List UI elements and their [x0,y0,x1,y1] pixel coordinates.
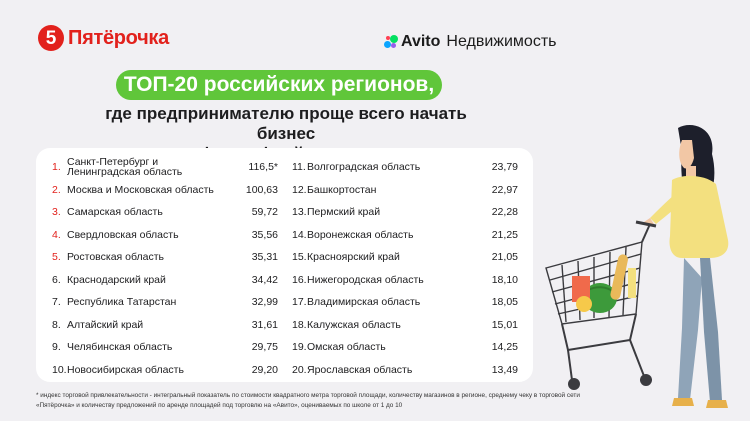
rank-number: 8. [52,318,61,331]
ranking-row: 18. Калужская область 15,01 [292,314,522,337]
rank-number: 3. [52,206,61,219]
rank-number: 12. [292,183,307,196]
rank-number: 14. [292,228,307,241]
ranking-row: 15. Красноярский край 21,05 [292,246,522,269]
region-score: 29,20 [251,363,278,376]
region-name: Краснодарский край [67,273,166,286]
region-score: 116,5* [248,161,278,174]
ranking-row: 10. Новосибирская область 29,20 [52,359,282,382]
rank-number: 11. [292,161,306,174]
rank-number: 7. [52,296,61,309]
avito-subtitle: Недвижимость [446,33,557,50]
ranking-row: 7. Республика Татарстан 32,99 [52,291,282,314]
ranking-row: 5. Ростовская область 35,31 [52,246,282,269]
ranking-row: 14. Воронежская область 21,25 [292,224,522,247]
pyaterochka-logo: 5 Пятёрочка [38,24,169,52]
ranking-row: 9. Челябинская область 29,75 [52,336,282,359]
pyaterochka-logo-icon: 5 [38,25,64,51]
region-name: Республика Татарстан [67,296,177,309]
region-name: Волгоградская область [307,161,421,174]
rank-number: 15. [292,251,307,264]
rank-number: 20. [292,363,307,376]
region-score: 15,01 [491,318,518,331]
ranking-row: 2. Москва и Московская область 100,63 [52,179,282,202]
page-title: ТОП-20 российских регионов, [116,70,442,100]
rank-number: 6. [52,273,61,286]
region-name: Воронежская область [307,228,414,241]
region-name: Свердловская область [67,228,179,241]
ranking-row: 20. Ярославская область 13,49 [292,359,522,382]
region-name: Красноярский край [307,251,400,264]
region-score: 34,42 [251,273,278,286]
ranking-column-right: 11. Волгоградская область 23,79 12. Башкорто… [292,156,522,381]
footnote: * индекс торговой привлекательности - ин… [36,392,580,409]
region-score: 100,63 [245,183,278,196]
region-name: Нижегородская область [307,273,424,286]
region-name: Ростовская область [67,251,165,264]
region-name: Москва и Московская область [67,183,214,196]
region-name: Санкт-Петербург и Ленинградская область [67,156,183,179]
ranking-row: 11. Волгоградская область 23,79 [292,156,522,179]
region-name: Омская область [307,341,386,354]
region-score: 18,10 [491,273,518,286]
ranking-row: 1. Санкт-Петербург и Ленинградская област… [52,156,282,179]
region-score: 59,72 [251,206,278,219]
region-score: 29,75 [251,341,278,354]
rank-number: 10. [52,363,67,376]
avito-dots-icon [384,35,398,49]
region-score: 35,56 [251,228,278,241]
region-score: 13,49 [491,363,518,376]
rank-number: 5. [52,251,61,264]
ranking-row: 6. Краснодарский край 34,42 [52,269,282,292]
region-score: 21,05 [491,251,518,264]
rank-number: 9. [52,341,61,354]
region-score: 22,28 [491,206,518,219]
rank-number: 2. [52,183,61,196]
region-name: Калужская область [307,318,401,331]
region-score: 18,05 [491,296,518,309]
ranking-row: 3. Самарская область 59,72 [52,201,282,224]
woman-with-shopping-cart-illustration [545,125,729,408]
ranking-row: 19. Омская область 14,25 [292,336,522,359]
ranking-row: 4. Свердловская область 35,56 [52,224,282,247]
region-name: Самарская область [67,206,163,219]
region-name: Пермский край [307,206,381,219]
rank-number: 13. [292,206,307,219]
region-name: Новосибирская область [67,363,184,376]
region-name: Алтайский край [67,318,144,331]
region-score: 21,25 [491,228,518,241]
rank-number: 19. [292,341,307,354]
region-score: 35,31 [251,251,278,264]
ranking-row: 17. Владимирская область 18,05 [292,291,522,314]
rank-number: 1. [52,161,61,174]
ranking-row: 16. Нижегородская область 18,10 [292,269,522,292]
region-name: Ярославская область [307,363,413,376]
region-score: 31,61 [251,318,278,331]
region-name: Башкортостан [307,183,377,196]
region-score: 22,97 [491,183,518,196]
avito-logo: Avito Недвижимость [384,32,556,52]
region-score: 14,25 [491,341,518,354]
ranking-column-left: 1. Санкт-Петербург и Ленинградская област… [52,156,282,381]
pyaterochka-name: Пятёрочка [68,26,169,49]
region-score: 23,79 [491,161,518,174]
avito-name: Avito [401,33,441,50]
ranking-table: 1. Санкт-Петербург и Ленинградская област… [36,148,533,382]
rank-number: 4. [52,228,61,241]
region-name: Владимирская область [307,296,421,309]
rank-number: 16. [292,273,307,286]
region-name: Челябинская область [67,341,173,354]
rank-number: 18. [292,318,307,331]
ranking-row: 8. Алтайский край 31,61 [52,314,282,337]
ranking-row: 13. Пермский край 22,28 [292,201,522,224]
rank-number: 17. [292,296,307,309]
subtitle-line: где предпринимателю проще всего начать б… [105,104,467,143]
ranking-row: 12. Башкортостан 22,97 [292,179,522,202]
region-score: 32,99 [251,296,278,309]
